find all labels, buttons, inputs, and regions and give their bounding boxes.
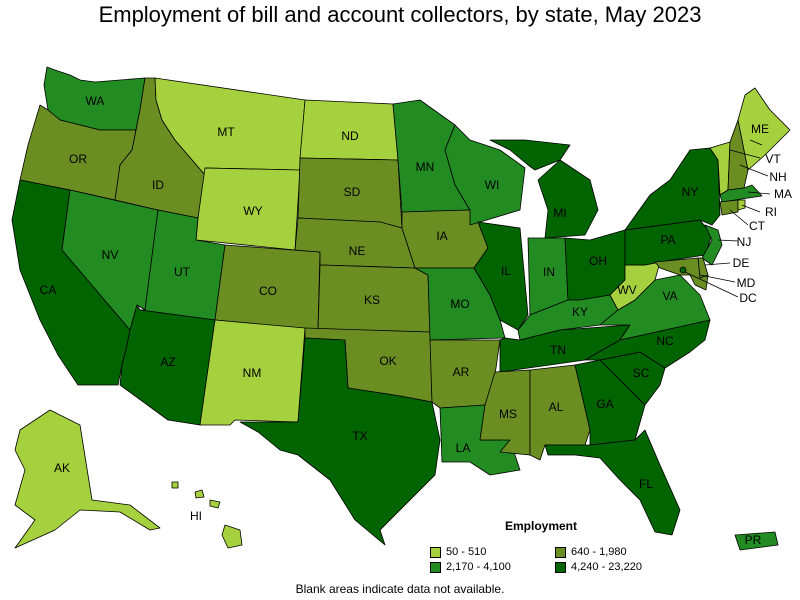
state-AK[interactable] bbox=[14, 409, 161, 549]
legend-label: 2,170 - 4,100 bbox=[446, 561, 511, 573]
state-label-OH: OH bbox=[589, 254, 607, 268]
state-CT[interactable] bbox=[719, 199, 739, 216]
state-label-CO: CO bbox=[259, 284, 277, 298]
state-label-MI: MI bbox=[553, 206, 566, 220]
state-label-WI: WI bbox=[485, 178, 500, 192]
legend-swatch bbox=[430, 561, 441, 573]
state-label-CA: CA bbox=[40, 283, 57, 297]
state-label-KS: KS bbox=[364, 293, 380, 307]
state-label-PR: PR bbox=[745, 533, 762, 547]
state-label-ME: ME bbox=[751, 122, 769, 136]
state-label-ID: ID bbox=[152, 178, 164, 192]
state-label-NM: NM bbox=[243, 366, 262, 380]
state-label-FL: FL bbox=[639, 477, 653, 491]
state-label-LA: LA bbox=[456, 441, 471, 455]
state-RI[interactable] bbox=[737, 199, 746, 211]
footnote: Blank areas indicate data not available. bbox=[295, 582, 505, 596]
legend-swatch bbox=[555, 546, 566, 558]
state-label-OK: OK bbox=[379, 354, 396, 368]
state-label-NH: NH bbox=[769, 170, 786, 184]
state-label-NE: NE bbox=[349, 244, 366, 258]
state-label-OR: OR bbox=[69, 152, 87, 166]
state-label-CT: CT bbox=[749, 219, 766, 233]
state-label-MO: MO bbox=[450, 297, 469, 311]
state-label-HI: HI bbox=[190, 509, 202, 523]
state-label-IL: IL bbox=[501, 264, 511, 278]
state-label-KY: KY bbox=[572, 305, 588, 319]
leader-lines bbox=[684, 139, 771, 298]
state-DC-marker[interactable] bbox=[679, 266, 687, 274]
state-label-WY: WY bbox=[243, 204, 262, 218]
state-label-TN: TN bbox=[550, 343, 566, 357]
state-MD[interactable] bbox=[654, 257, 709, 291]
state-TX[interactable] bbox=[239, 337, 441, 546]
state-FL[interactable] bbox=[544, 429, 681, 536]
state-label-NY: NY bbox=[682, 185, 699, 199]
state-ME[interactable] bbox=[737, 87, 791, 171]
state-label-UT: UT bbox=[174, 265, 191, 279]
legend-title: Employment bbox=[505, 519, 578, 533]
state-label-AK: AK bbox=[54, 461, 70, 475]
state-NY[interactable] bbox=[624, 147, 721, 231]
state-label-DC: DC bbox=[739, 291, 757, 305]
state-NJ[interactable] bbox=[701, 224, 723, 266]
state-label-DE: DE bbox=[733, 256, 750, 270]
state-label-TX: TX bbox=[352, 429, 367, 443]
state-WI[interactable] bbox=[444, 124, 526, 226]
legend-item-tier-3: 4,240 - 23,220 bbox=[555, 561, 642, 573]
state-HI[interactable] bbox=[171, 481, 243, 549]
state-label-ND: ND bbox=[341, 129, 359, 143]
state-label-WA: WA bbox=[86, 94, 105, 108]
state-label-MA: MA bbox=[774, 187, 792, 201]
legend-label: 50 - 510 bbox=[446, 546, 487, 558]
state-label-MN: MN bbox=[416, 160, 435, 174]
legend-swatch bbox=[555, 561, 566, 573]
state-label-VT: VT bbox=[765, 152, 781, 166]
legend-item-tier-0: 50 - 510 bbox=[430, 546, 486, 558]
state-label-AR: AR bbox=[453, 365, 470, 379]
state-label-GA: GA bbox=[596, 397, 613, 411]
state-label-SD: SD bbox=[344, 185, 361, 199]
state-PR[interactable] bbox=[734, 531, 779, 551]
state-label-MS: MS bbox=[499, 407, 517, 421]
state-WY[interactable] bbox=[195, 167, 301, 251]
legend-label: 4,240 - 23,220 bbox=[571, 561, 642, 573]
state-label-NC: NC bbox=[656, 334, 674, 348]
state-MI[interactable] bbox=[489, 139, 599, 239]
state-label-WV: WV bbox=[617, 283, 636, 297]
state-label-PA: PA bbox=[660, 233, 675, 247]
legend-label: 640 - 1,980 bbox=[571, 546, 627, 558]
state-label-IA: IA bbox=[436, 229, 447, 243]
state-label-VA: VA bbox=[662, 289, 677, 303]
state-labels: WA OR CA NV ID MT WY UT AZ CO NM ND SD NE KS OK TX MN IA MO… bbox=[40, 94, 792, 547]
map-title: Employment of bill and account collector… bbox=[98, 2, 702, 27]
state-IL[interactable] bbox=[473, 221, 529, 331]
state-PA[interactable] bbox=[624, 219, 713, 266]
state-label-IN: IN bbox=[543, 265, 555, 279]
legend-item-tier-2: 2,170 - 4,100 bbox=[430, 561, 511, 573]
legend-swatch bbox=[430, 546, 441, 558]
state-label-AL: AL bbox=[549, 400, 564, 414]
state-label-NJ: NJ bbox=[737, 235, 752, 249]
state-label-RI: RI bbox=[765, 205, 777, 219]
state-NH[interactable] bbox=[727, 119, 749, 191]
state-label-SC: SC bbox=[633, 366, 650, 380]
state-label-AZ: AZ bbox=[160, 355, 175, 369]
state-label-MT: MT bbox=[217, 125, 235, 139]
legend-item-tier-1: 640 - 1,980 bbox=[555, 546, 627, 558]
state-label-MD: MD bbox=[737, 276, 756, 290]
state-label-NV: NV bbox=[102, 248, 119, 262]
